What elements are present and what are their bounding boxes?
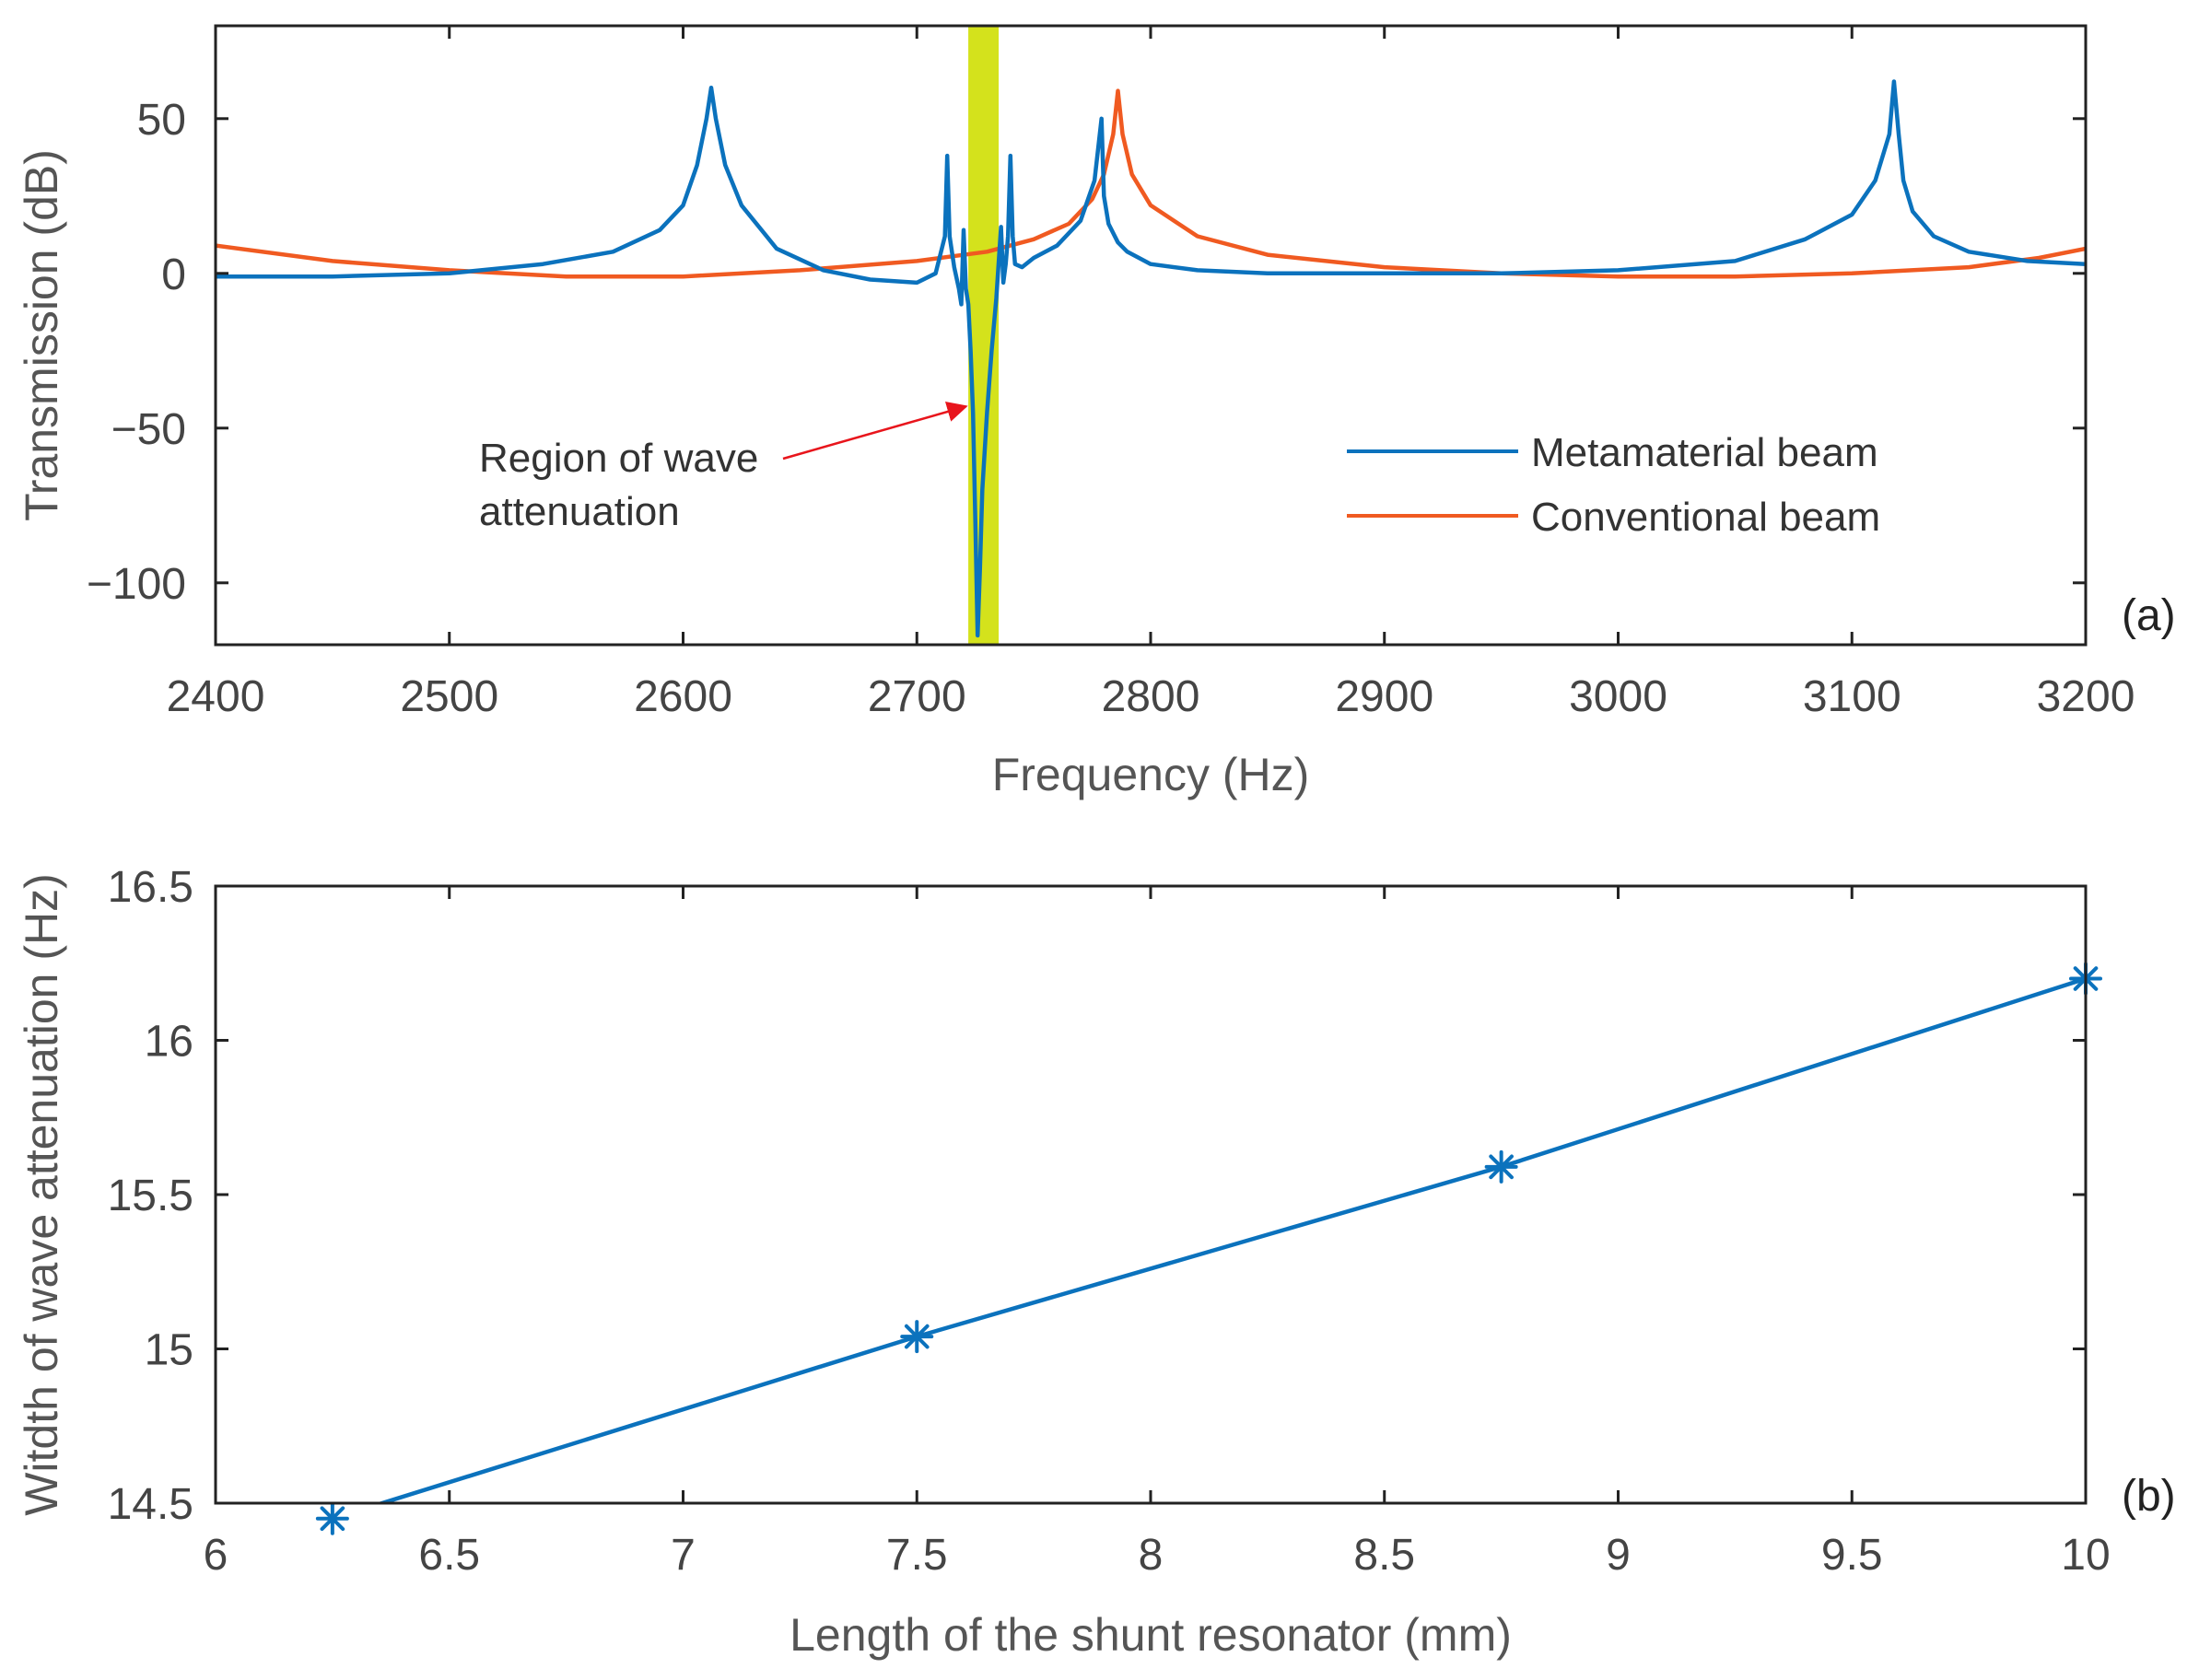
panel-b-x-axis-label: Length of the shunt resonator (mm) [790,1609,1512,1661]
y-tick-label: 50 [137,96,186,145]
x-tick-label: 2400 [167,672,265,721]
y-tick-label: 16 [145,1018,193,1067]
panel-a-transmission-chart: 2400 2500 2600 2700 2800 2900 3000 3100 3200 50 0… [16,24,2176,800]
x-tick-label: 3000 [1569,672,1667,721]
panel-a-x-axis-label: Frequency (Hz) [992,749,1310,800]
y-tick-label: 14.5 [108,1480,193,1529]
series-line-conventional-beam [216,88,2086,279]
x-tick-label: 7 [671,1531,696,1580]
panel-a-plot-frame [214,24,2088,647]
panel-b-y-axis-label: Witdth of wave attenuation (Hz) [16,873,67,1516]
y-tick-label: −100 [87,560,186,609]
data-point-marker [315,1501,349,1535]
panel-b-width-chart: 6 6.5 7 7.5 8 8.5 9 9.5 10 14.5 15 15.5 16 16.5 Leng… [16,863,2176,1661]
y-tick-label: 15 [145,1326,193,1375]
series-line-width [375,976,2086,1503]
annotation-arrow [782,402,968,461]
x-tick-label: 3100 [1803,672,1901,721]
panel-a-tag: (a) [2122,591,2176,640]
panel-b-tag: (b) [2122,1472,2176,1521]
annotation: Region of wave attenuation [479,402,968,534]
x-tick-label: 2600 [634,672,732,721]
x-tick-label: 2900 [1335,672,1433,721]
y-tick-label: 16.5 [108,863,193,912]
legend-label-metamaterial: Metamaterial beam [1531,430,1878,475]
x-tick-label: 6 [204,1531,228,1580]
y-tick-label: 15.5 [108,1172,193,1220]
x-tick-label: 9 [1606,1531,1631,1580]
x-tick-label: 9.5 [1821,1531,1883,1580]
y-tick-label: 0 [161,251,186,299]
y-tick-label: −50 [111,405,186,454]
series-line-metamaterial-beam [216,79,2086,638]
x-tick-label: 8 [1139,1531,1164,1580]
x-tick-label: 7.5 [886,1531,948,1580]
x-tick-label: 2500 [400,672,498,721]
x-tick-label: 10 [2061,1531,2110,1580]
x-tick-label: 3200 [2037,672,2135,721]
x-tick-label: 2800 [1102,672,1200,721]
panel-a-y-axis-label: Transmission (dB) [16,149,67,521]
panel-b-plot-frame [214,884,2088,1505]
x-tick-label: 6.5 [418,1531,480,1580]
legend-label-conventional: Conventional beam [1531,495,1880,540]
data-point-marker [1484,1149,1518,1184]
annotation-line-2: attenuation [479,489,680,534]
x-tick-label: 2700 [868,672,966,721]
data-point-marker [900,1320,934,1354]
legend: Metamaterial beam Conventional beam [1347,430,1880,540]
annotation-line-1: Region of wave [479,436,758,481]
x-tick-label: 8.5 [1353,1531,1415,1580]
